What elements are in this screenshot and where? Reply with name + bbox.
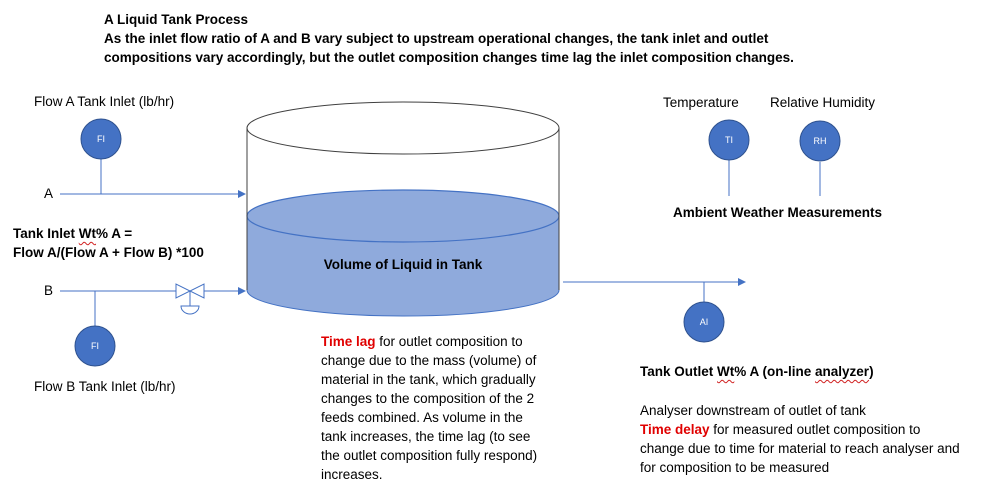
outlet-title: Tank Outlet Wt% A (on-line analyzer) <box>640 364 874 379</box>
ti-instrument: TI <box>708 119 750 161</box>
flow-a-label: Flow A Tank Inlet (lb/hr) <box>34 94 175 109</box>
inlet-formula-line-1: Tank Inlet Wt% A = <box>13 226 133 241</box>
stream-a-label: A <box>44 186 54 201</box>
svg-text:RH: RH <box>814 136 827 146</box>
fi-a-instrument: FI <box>80 118 122 160</box>
time-lag-line-4: changes to the composition of the 2 <box>321 391 535 406</box>
flow-b-label: Flow B Tank Inlet (lb/hr) <box>34 379 176 394</box>
svg-text:FI: FI <box>91 341 99 351</box>
stream-b-label: B <box>44 283 54 298</box>
temperature-label: Temperature <box>663 95 739 110</box>
rh-instrument: RH <box>799 120 841 162</box>
time-lag-line-3: material in the tank, which gradually <box>321 372 536 387</box>
ai-instrument: AI <box>683 301 725 343</box>
time-lag-highlight: Time lag <box>321 334 376 349</box>
time-lag-line-5: feeds combined. As volume in the <box>321 410 523 425</box>
time-lag-line-8: increases. <box>321 467 383 482</box>
time-lag-line-6: tank increases, the time lag (to see <box>321 429 531 444</box>
tank-top <box>246 101 560 155</box>
tank: Volume of Liquid in Tank <box>246 101 560 317</box>
svg-text:AI: AI <box>700 317 709 327</box>
inlet-formula-line-2: Flow A/(Flow A + Flow B) *100 <box>13 245 204 260</box>
time-lag-line-1: Time lag for outlet composition to <box>321 334 523 349</box>
liquid-surface <box>246 189 560 243</box>
description-line-2: compositions vary accordingly, but the o… <box>104 50 794 65</box>
outlet-line-4: for composition to be measured <box>640 460 830 475</box>
tank-liquid <box>246 215 560 317</box>
diagram-title: A Liquid Tank Process <box>104 12 249 27</box>
time-delay-highlight: Time delay <box>640 422 710 437</box>
tank-label: Volume of Liquid in Tank <box>324 257 483 272</box>
outlet-line-1: Analyser downstream of outlet of tank <box>640 403 866 418</box>
svg-text:FI: FI <box>97 134 105 144</box>
fi-b-instrument: FI <box>74 325 116 367</box>
weather-caption: Ambient Weather Measurements <box>673 205 883 220</box>
time-lag-line-7: the outlet composition fully respond) <box>321 448 538 463</box>
time-lag-line-2: change due to the mass (volume) of <box>321 353 537 368</box>
control-valve <box>175 283 205 315</box>
svg-text:TI: TI <box>725 135 733 145</box>
outlet-line-3: change due to time for material to reach… <box>640 441 960 456</box>
description-line-1: As the inlet flow ratio of A and B vary … <box>104 31 769 46</box>
outlet-line-2: Time delay for measured outlet compositi… <box>640 422 921 437</box>
humidity-label: Relative Humidity <box>770 95 876 110</box>
